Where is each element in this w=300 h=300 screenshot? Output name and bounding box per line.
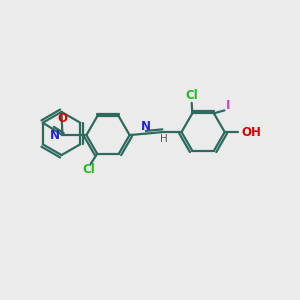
- Text: Cl: Cl: [185, 89, 198, 102]
- Text: Cl: Cl: [82, 163, 95, 176]
- Text: O: O: [57, 112, 67, 124]
- Text: N: N: [50, 129, 60, 142]
- Text: N: N: [140, 121, 151, 134]
- Text: H: H: [160, 134, 168, 144]
- Text: OH: OH: [242, 126, 262, 139]
- Text: I: I: [226, 99, 230, 112]
